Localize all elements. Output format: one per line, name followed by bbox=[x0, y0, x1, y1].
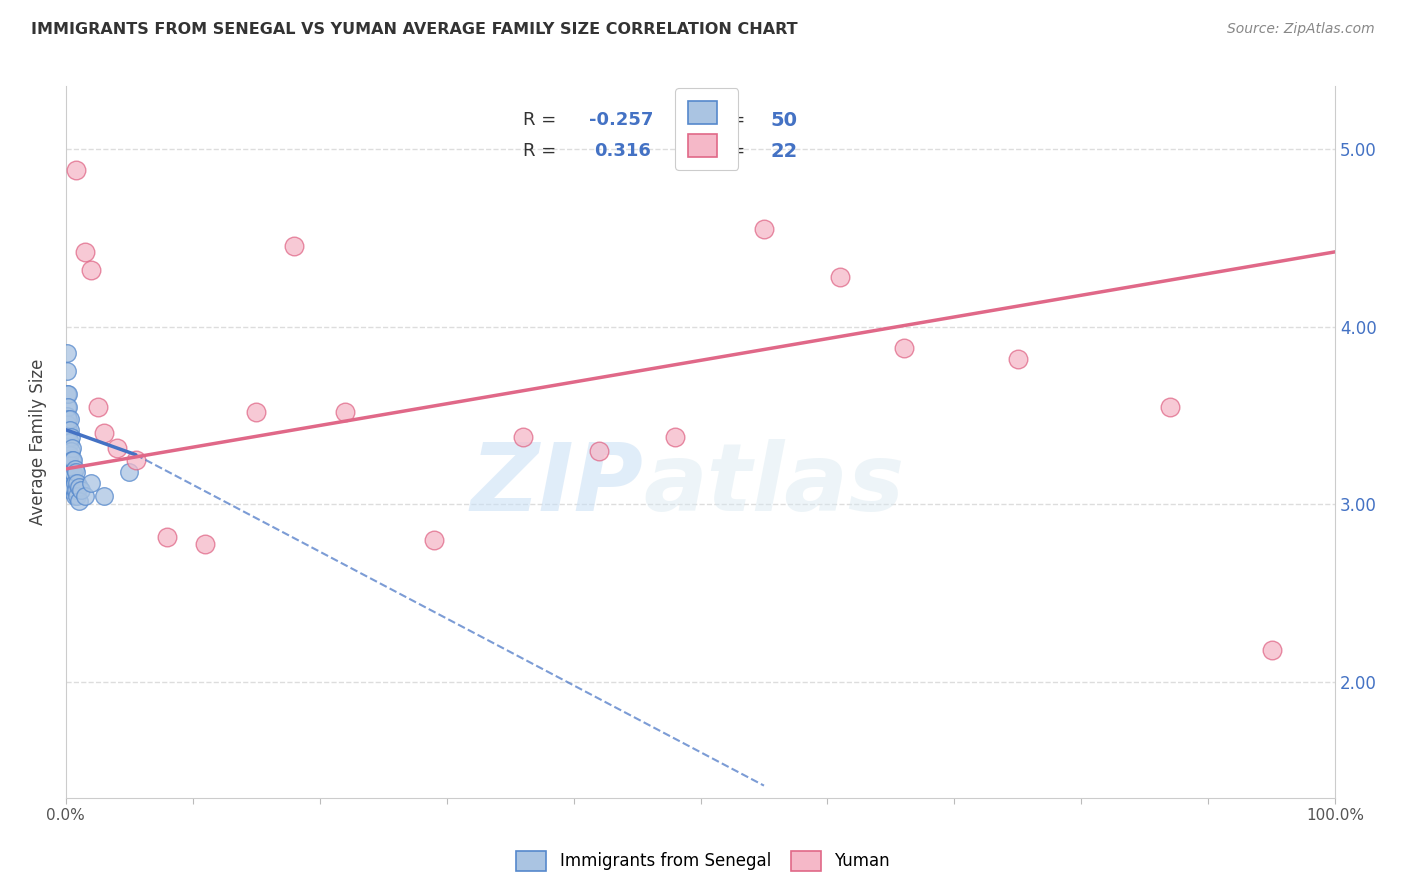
Point bbox=[56, 417, 79, 432]
Text: ZIP: ZIP bbox=[471, 439, 644, 531]
Point bbox=[60, 441, 83, 455]
Point bbox=[752, 221, 775, 235]
Point bbox=[62, 453, 84, 467]
Point bbox=[60, 480, 83, 494]
Point bbox=[59, 444, 82, 458]
Point bbox=[58, 453, 80, 467]
Point bbox=[423, 533, 446, 547]
Point bbox=[893, 341, 915, 355]
Point bbox=[56, 400, 79, 414]
Point bbox=[66, 489, 89, 503]
Point bbox=[62, 480, 84, 494]
Text: R =: R = bbox=[523, 142, 568, 160]
Point bbox=[1007, 351, 1029, 366]
Point bbox=[58, 412, 80, 426]
Point bbox=[80, 262, 103, 277]
Point bbox=[80, 476, 103, 491]
Point bbox=[65, 483, 87, 498]
Point bbox=[59, 476, 82, 491]
Point bbox=[1159, 400, 1181, 414]
Legend: Immigrants from Senegal, Yuman: Immigrants from Senegal, Yuman bbox=[508, 842, 898, 880]
Point bbox=[60, 453, 83, 467]
Point bbox=[63, 489, 86, 503]
Point bbox=[93, 426, 115, 441]
Point bbox=[56, 387, 79, 401]
Point bbox=[59, 448, 82, 462]
Point bbox=[58, 444, 80, 458]
Point bbox=[58, 430, 80, 444]
Point bbox=[830, 269, 852, 284]
Point bbox=[59, 458, 82, 473]
Point bbox=[156, 529, 179, 543]
Point bbox=[118, 466, 141, 480]
Point bbox=[62, 466, 84, 480]
Point bbox=[66, 476, 89, 491]
Text: 22: 22 bbox=[770, 142, 797, 161]
Point bbox=[59, 471, 82, 485]
Point bbox=[59, 466, 82, 480]
Text: atlas: atlas bbox=[644, 439, 904, 531]
Text: 0.316: 0.316 bbox=[593, 142, 651, 160]
Point bbox=[283, 239, 305, 253]
Y-axis label: Average Family Size: Average Family Size bbox=[30, 359, 46, 525]
Point bbox=[73, 489, 96, 503]
Text: R =: R = bbox=[523, 112, 562, 129]
Point bbox=[58, 462, 80, 476]
Text: 50: 50 bbox=[770, 112, 797, 130]
Point bbox=[1261, 643, 1284, 657]
Point bbox=[588, 444, 610, 458]
Point bbox=[59, 435, 82, 450]
Point bbox=[58, 387, 80, 401]
Point bbox=[63, 476, 86, 491]
Point bbox=[65, 163, 87, 178]
Text: -0.257: -0.257 bbox=[589, 112, 654, 129]
Text: N =: N = bbox=[710, 142, 751, 160]
Point bbox=[60, 466, 83, 480]
Point bbox=[664, 430, 686, 444]
Point bbox=[63, 462, 86, 476]
Point bbox=[56, 346, 79, 360]
Point bbox=[58, 435, 80, 450]
Point bbox=[333, 405, 356, 419]
Point bbox=[56, 426, 79, 441]
Point bbox=[65, 466, 87, 480]
Point bbox=[59, 458, 82, 473]
Legend: , : , bbox=[675, 88, 738, 169]
Point bbox=[56, 364, 79, 378]
Point bbox=[73, 244, 96, 259]
Text: IMMIGRANTS FROM SENEGAL VS YUMAN AVERAGE FAMILY SIZE CORRELATION CHART: IMMIGRANTS FROM SENEGAL VS YUMAN AVERAGE… bbox=[31, 22, 797, 37]
Point bbox=[59, 423, 82, 437]
Text: Source: ZipAtlas.com: Source: ZipAtlas.com bbox=[1227, 22, 1375, 37]
Point bbox=[93, 489, 115, 503]
Point bbox=[56, 409, 79, 423]
Point bbox=[67, 480, 90, 494]
Point bbox=[58, 471, 80, 485]
Point bbox=[67, 494, 90, 508]
Point bbox=[245, 405, 267, 419]
Point bbox=[124, 453, 146, 467]
Point bbox=[58, 423, 80, 437]
Point bbox=[512, 430, 534, 444]
Text: N =: N = bbox=[710, 112, 751, 129]
Point bbox=[70, 483, 93, 498]
Point bbox=[86, 400, 108, 414]
Point bbox=[194, 536, 217, 550]
Point bbox=[58, 400, 80, 414]
Point bbox=[59, 430, 82, 444]
Point bbox=[105, 441, 128, 455]
Point bbox=[59, 412, 82, 426]
Point bbox=[59, 483, 82, 498]
